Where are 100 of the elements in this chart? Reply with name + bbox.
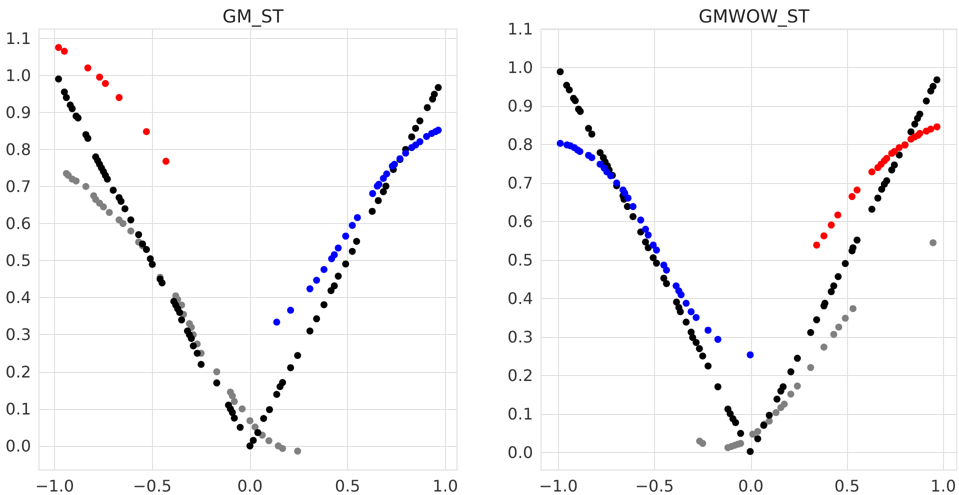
point <box>416 138 424 146</box>
point <box>230 398 238 405</box>
point <box>714 336 722 343</box>
point <box>265 437 272 444</box>
point <box>737 440 744 447</box>
point <box>828 222 835 229</box>
y-tick-label: 0.3 <box>6 325 31 344</box>
x-tick-label: 0.5 <box>334 476 360 495</box>
point <box>279 445 286 452</box>
chart-title: GM_ST <box>222 6 284 28</box>
y-tick-label: 0.7 <box>508 174 533 193</box>
point <box>652 246 660 254</box>
point <box>354 214 361 222</box>
point <box>682 300 690 307</box>
point <box>754 428 762 435</box>
point <box>868 168 876 176</box>
point <box>672 282 680 290</box>
y-tick-label: 0.6 <box>6 214 31 234</box>
point <box>692 314 700 321</box>
point <box>772 409 780 416</box>
point <box>116 94 123 102</box>
y-tick-label: 0.0 <box>6 436 31 456</box>
point <box>850 305 857 312</box>
point <box>588 154 596 162</box>
point <box>238 405 246 412</box>
y-tick-label: 0.8 <box>508 135 533 154</box>
point <box>642 226 650 233</box>
point <box>813 242 820 249</box>
point <box>252 424 259 431</box>
point <box>334 244 342 252</box>
point <box>313 276 320 284</box>
y-tick-label: 0.2 <box>6 362 31 382</box>
point <box>621 190 628 197</box>
y-tick-label: 1.0 <box>508 58 533 78</box>
y-tick-label: 0.3 <box>508 328 533 347</box>
point <box>780 400 788 408</box>
y-tick-label: 0.8 <box>6 140 31 159</box>
y-tick-label: 0.9 <box>6 102 31 122</box>
point <box>383 170 390 178</box>
point <box>100 203 107 210</box>
point <box>84 64 92 72</box>
point <box>120 220 126 228</box>
point <box>650 242 657 249</box>
point <box>663 266 670 274</box>
point <box>848 193 856 200</box>
point <box>82 183 90 190</box>
point <box>213 368 220 376</box>
point <box>613 180 620 187</box>
point <box>890 148 898 155</box>
x-tick-label: −0.5 <box>132 476 172 495</box>
point <box>348 222 356 229</box>
point <box>434 126 442 134</box>
point <box>630 203 637 210</box>
y-tick-label: 0.4 <box>6 288 31 308</box>
point <box>330 251 338 258</box>
point <box>55 44 62 52</box>
point <box>854 186 861 194</box>
x-tick-label: 1.0 <box>930 476 956 495</box>
point <box>896 144 903 152</box>
point <box>342 232 350 240</box>
y-tick-label: 1.1 <box>6 28 31 48</box>
point <box>820 344 828 351</box>
point <box>391 160 398 168</box>
y-tick-label: 0.1 <box>508 404 533 424</box>
point <box>556 140 564 147</box>
point <box>624 194 632 202</box>
point <box>749 430 756 438</box>
point <box>820 232 828 240</box>
x-tick-label: 1.0 <box>432 476 458 495</box>
point <box>704 326 712 334</box>
point <box>60 48 68 55</box>
x-tick-label: −1.0 <box>538 476 578 495</box>
point <box>106 208 113 216</box>
point <box>287 306 294 314</box>
point <box>402 150 410 157</box>
point <box>794 382 801 390</box>
point <box>294 448 302 455</box>
x-tick-label: 0.0 <box>738 476 764 495</box>
y-tick-label: 0.6 <box>508 212 533 232</box>
y-tick-label: 1.1 <box>508 20 533 38</box>
point <box>369 190 376 198</box>
point <box>102 80 109 87</box>
point <box>96 74 104 81</box>
y-tick-label: 0.5 <box>6 251 31 270</box>
point <box>927 126 934 133</box>
point <box>678 291 685 298</box>
point <box>660 262 668 269</box>
point <box>246 417 254 424</box>
point <box>423 132 430 140</box>
point <box>320 266 328 274</box>
x-tick-label: 0.5 <box>834 476 860 495</box>
x-tick-label: 0.0 <box>237 476 263 495</box>
point <box>930 239 937 246</box>
x-tick-label: −0.5 <box>635 476 674 495</box>
point <box>835 324 842 331</box>
point <box>637 216 644 224</box>
point <box>306 285 314 292</box>
point <box>807 364 814 372</box>
y-tick-label: 0.5 <box>508 250 533 270</box>
point <box>834 212 842 219</box>
